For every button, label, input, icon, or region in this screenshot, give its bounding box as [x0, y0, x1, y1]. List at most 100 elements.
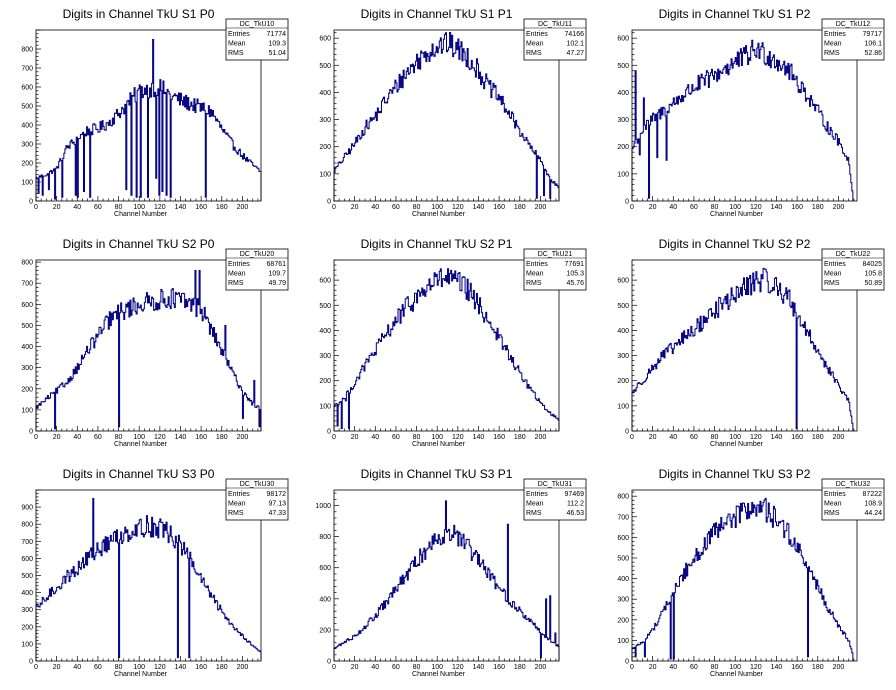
stats-rms-label: RMS — [526, 280, 542, 287]
y-tick-label: 100 — [319, 171, 331, 178]
y-tick-label: 300 — [319, 117, 331, 124]
stats-box: DC_TkU32 Entries 87222 Mean 108.9 RMS 44.24 — [821, 478, 885, 521]
x-tick-label: 200 — [833, 664, 845, 671]
y-tick-label: 100 — [617, 403, 629, 410]
x-tick-label: 200 — [535, 664, 547, 671]
x-tick-label: 0 — [332, 204, 336, 211]
y-tick-label: 200 — [319, 378, 331, 385]
x-tick-label: 120 — [452, 204, 464, 211]
y-tick-label: 800 — [21, 260, 33, 267]
x-tick-label: 160 — [493, 204, 505, 211]
x-tick-label: 40 — [371, 434, 379, 441]
x-tick-label: 60 — [392, 434, 400, 441]
stats-rms-value: 52.86 — [864, 50, 882, 57]
x-tick-label: 180 — [812, 204, 824, 211]
stats-box: DC_TkU11 Entries 74166 Mean 102.1 RMS 47.27 — [523, 18, 587, 61]
y-tick-label: 600 — [617, 535, 629, 542]
stats-rms-value: 50.89 — [864, 280, 882, 287]
x-tick-label: 20 — [649, 204, 657, 211]
y-tick-label: 200 — [21, 386, 33, 393]
y-tick-label: 100 — [617, 171, 629, 178]
y-tick-label: 300 — [617, 117, 629, 124]
stats-box: DC_TkU12 Entries 79717 Mean 106.1 RMS 52.86 — [821, 18, 885, 61]
y-tick-label: 300 — [617, 597, 629, 604]
y-tick-label: 0 — [625, 659, 629, 666]
x-axis-label: Channel Number — [114, 671, 168, 678]
y-tick-label: 0 — [625, 199, 629, 206]
stats-rms-label: RMS — [526, 510, 542, 517]
y-tick-label: 0 — [327, 659, 331, 666]
y-tick-label: 300 — [21, 607, 33, 614]
stats-frame — [821, 478, 885, 521]
stats-entries-label: Entries — [526, 491, 548, 498]
panel-3-3: Digits in Channel TkU S3 P2 0 20 40 60 80 100 1… — [617, 467, 885, 678]
y-tick-label: 400 — [319, 328, 331, 335]
stats-box: DC_TkU22 Entries 84025 Mean 105.8 RMS 50.89 — [821, 248, 885, 291]
y-tick-label: 300 — [319, 353, 331, 360]
histogram-series — [333, 268, 560, 431]
y-tick-label: 200 — [617, 378, 629, 385]
x-tick-label: 200 — [833, 434, 845, 441]
x-tick-label: 80 — [711, 434, 719, 441]
stats-rms-value: 44.24 — [864, 510, 882, 517]
x-tick-label: 140 — [771, 204, 783, 211]
x-tick-label: 120 — [750, 204, 762, 211]
stats-rms-label: RMS — [228, 280, 244, 287]
stats-entries-label: Entries — [526, 31, 548, 38]
stats-entries-label: Entries — [824, 31, 846, 38]
y-tick-label: 400 — [319, 90, 331, 97]
x-tick-label: 100 — [431, 664, 443, 671]
x-tick-label: 180 — [216, 664, 228, 671]
x-tick-label: 20 — [53, 204, 61, 211]
x-tick-label: 180 — [812, 434, 824, 441]
x-tick-label: 60 — [392, 204, 400, 211]
x-tick-label: 40 — [669, 434, 677, 441]
x-axis-label: Channel Number — [710, 211, 764, 218]
stats-name: DC_TkU12 — [836, 21, 871, 28]
x-tick-label: 40 — [73, 204, 81, 211]
histogram-series — [35, 270, 262, 431]
x-tick-label: 20 — [351, 434, 359, 441]
histogram-series — [35, 498, 262, 661]
y-tick-label: 600 — [21, 302, 33, 309]
stats-entries-value: 68761 — [267, 261, 287, 268]
x-tick-label: 180 — [514, 204, 526, 211]
histogram-series — [333, 32, 560, 201]
stats-entries-value: 74166 — [565, 31, 585, 38]
y-tick-label: 1000 — [315, 503, 331, 510]
y-tick-label: 600 — [617, 36, 629, 43]
x-tick-label: 180 — [216, 204, 228, 211]
x-tick-label: 120 — [154, 664, 166, 671]
x-tick-label: 100 — [431, 204, 443, 211]
x-tick-label: 120 — [154, 204, 166, 211]
stats-box: DC_TkU10 Entries 71774 Mean 109.3 RMS 51.04 — [225, 18, 289, 61]
plot-frame — [35, 259, 262, 432]
x-tick-label: 60 — [690, 664, 698, 671]
stats-entries-value: 97469 — [565, 491, 585, 498]
stats-box: DC_TkU31 Entries 97469 Mean 112.2 RMS 46.53 — [523, 478, 587, 521]
x-tick-label: 40 — [669, 204, 677, 211]
y-tick-label: 900 — [21, 505, 33, 512]
y-tick-label: 600 — [617, 278, 629, 285]
x-tick-label: 140 — [771, 664, 783, 671]
x-tick-label: 120 — [154, 434, 166, 441]
panel-title: Digits in Channel TkU S1 P0 — [63, 7, 215, 21]
stats-mean-value: 106.1 — [864, 41, 882, 48]
y-tick-label: 700 — [21, 281, 33, 288]
x-tick-label: 200 — [535, 434, 547, 441]
stats-entries-value: 71774 — [267, 31, 287, 38]
panel-3-2: Digits in Channel TkU S3 P1 0 20 40 60 80 100 1… — [315, 467, 587, 678]
x-tick-label: 160 — [791, 204, 803, 211]
stats-rms-value: 49.79 — [268, 280, 286, 287]
y-tick-label: 800 — [21, 522, 33, 529]
y-tick-label: 0 — [29, 199, 33, 206]
stats-frame — [225, 248, 289, 291]
y-tick-label: 600 — [319, 36, 331, 43]
y-tick-label: 400 — [617, 576, 629, 583]
y-tick-label: 500 — [21, 323, 33, 330]
stats-mean-value: 109.3 — [268, 41, 286, 48]
x-tick-label: 200 — [237, 204, 249, 211]
x-tick-label: 0 — [630, 204, 634, 211]
y-tick-label: 200 — [319, 627, 331, 634]
